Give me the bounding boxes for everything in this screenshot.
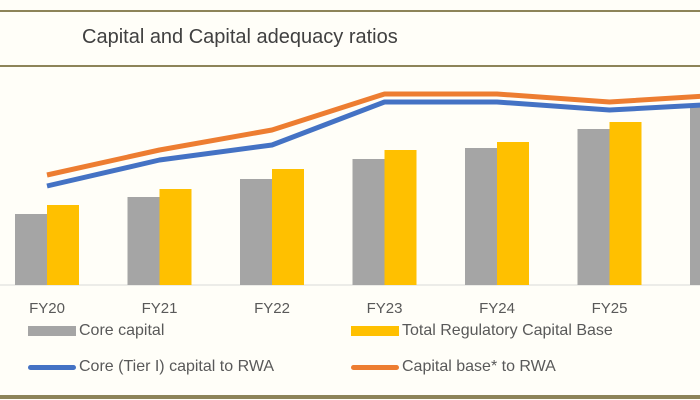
legend-label: Capital base* to RWA <box>402 358 556 375</box>
bar-FY23-0 <box>352 159 385 285</box>
bar-FY21-0 <box>127 197 160 285</box>
legend-swatch <box>351 326 399 336</box>
plot-area: FY20FY21FY22FY23FY24FY251 <box>0 91 700 317</box>
bar-FY22-1 <box>272 169 304 285</box>
legend-swatch <box>28 364 76 370</box>
line-capital-base-to-rwa <box>46 91 700 178</box>
x-tick-label: FY20 <box>29 300 65 317</box>
chart-title: Capital and Capital adequacy ratios <box>82 26 398 48</box>
legend-label: Core (Tier I) capital to RWA <box>79 358 275 375</box>
bar-FY21-1 <box>159 189 192 285</box>
legend-capital-base-ratio: Capital base* to RWA <box>351 358 556 376</box>
title-top-rule <box>0 10 700 12</box>
legend-swatch <box>351 364 399 370</box>
x-tick-label: FY21 <box>142 300 178 317</box>
bar-FY25-0 <box>577 129 610 285</box>
legend-tier1-ratio: Core (Tier I) capital to RWA <box>28 358 274 376</box>
legend-label: Total Regulatory Capital Base <box>402 322 613 339</box>
bar-FY25-1 <box>609 122 642 285</box>
legend-core-capital: Core capital <box>28 322 164 340</box>
bar-1-0 <box>690 105 700 285</box>
legend-total-capital: Total Regulatory Capital Base <box>351 322 613 340</box>
bar-FY24-0 <box>465 148 497 285</box>
x-tick-label: FY25 <box>592 300 628 317</box>
bar-FY20-0 <box>15 214 47 285</box>
line-core-tier-i-capital-to-rwa <box>46 99 700 189</box>
bar-FY23-1 <box>384 150 417 285</box>
title-bottom-rule <box>0 65 700 67</box>
bar-FY22-0 <box>240 179 272 285</box>
x-tick-label: FY23 <box>367 300 403 317</box>
bar-FY20-1 <box>47 205 79 285</box>
bar-FY24-1 <box>497 142 529 285</box>
x-tick-label: FY22 <box>254 300 290 317</box>
legend-swatch <box>28 326 76 336</box>
legend-label: Core capital <box>79 322 165 339</box>
bottom-rule <box>0 395 700 399</box>
x-tick-label: FY24 <box>479 300 515 317</box>
